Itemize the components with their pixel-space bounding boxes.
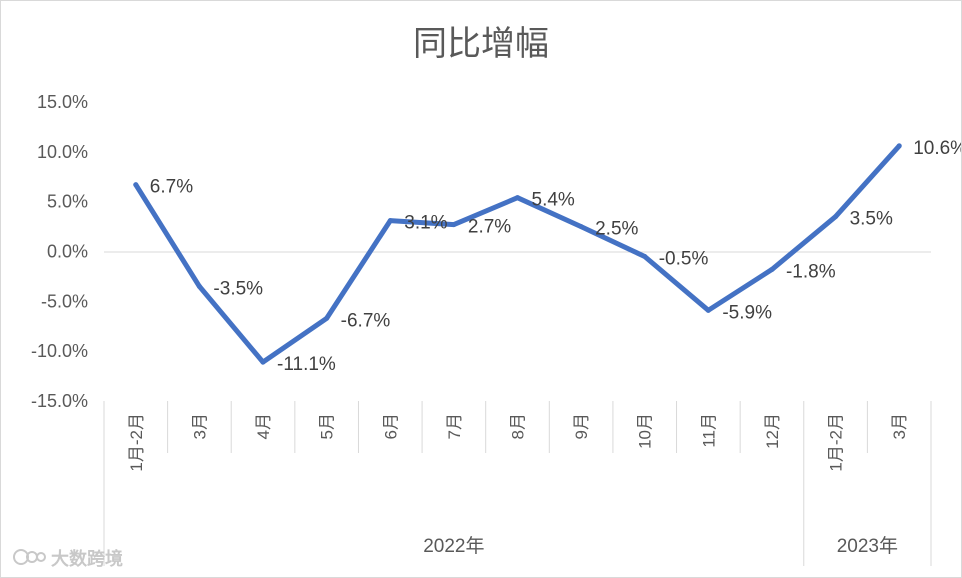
group-label: 2022年 (423, 535, 484, 557)
data-label: 2.7% (468, 217, 511, 238)
x-tick-label: 7月 (445, 413, 464, 439)
series-line (133, 143, 902, 365)
x-tick-label: 8月 (509, 413, 528, 439)
y-tick-label: -5.0% (41, 291, 88, 311)
y-tick-label: 0.0% (47, 242, 88, 262)
x-tick-label: 1月-2月 (127, 413, 146, 472)
data-point (578, 224, 584, 230)
data-point (769, 266, 775, 272)
data-label: -5.9% (722, 302, 772, 323)
data-label: 5.4% (532, 190, 575, 211)
data-point (387, 218, 393, 224)
data-label: -6.7% (341, 310, 391, 331)
y-tick-label: 15.0% (37, 92, 88, 112)
x-tick-label: 10月 (636, 413, 655, 449)
x-tick-label: 9月 (572, 413, 591, 439)
x-tick-label: 5月 (318, 413, 337, 439)
data-point (515, 195, 520, 201)
data-label: 3.1% (404, 213, 447, 234)
data-point (833, 214, 839, 220)
watermark: 大数跨境 (13, 548, 123, 569)
y-tick-label: -15.0% (31, 391, 88, 411)
x-tick-label: 12月 (763, 413, 782, 449)
data-point (324, 315, 330, 321)
series (133, 143, 902, 365)
data-point (196, 283, 202, 289)
data-label: 3.5% (850, 209, 893, 230)
y-tick-label: -10.0% (31, 341, 88, 361)
group-label: 2023年 (837, 535, 898, 557)
data-point (260, 359, 266, 365)
data-label: 10.6% (913, 138, 961, 159)
y-tick-label: 10.0% (37, 142, 88, 162)
weibo-icon (13, 549, 46, 565)
data-point (133, 182, 139, 188)
data-label: -0.5% (659, 248, 709, 269)
data-point (705, 307, 711, 313)
data-point (451, 222, 457, 228)
data-point (642, 253, 648, 259)
x-tick-label: 4月 (254, 413, 273, 439)
data-label: -3.5% (213, 278, 263, 299)
x-tick-label: 1月-2月 (827, 413, 846, 472)
watermark-text: 大数跨境 (51, 548, 123, 569)
axes: 15.0% 10.0% 5.0% 0.0% -5.0% -10.0% -15.0% 1月-2月… (31, 92, 932, 566)
data-labels: 6.7% -3.5% -11.1% -6.7% 3.1% 2.7% 5.4% 2.5% -0.5… (150, 138, 961, 375)
data-label: 6.7% (150, 177, 193, 198)
data-point (896, 143, 902, 149)
data-label: 2.5% (595, 219, 638, 240)
x-tick-label: 6月 (381, 413, 400, 439)
y-tick-label: 5.0% (47, 192, 88, 212)
chart-title: 同比增幅 (413, 25, 549, 63)
data-label: -1.8% (786, 261, 836, 282)
x-tick-label: 3月 (190, 413, 209, 439)
x-tick-label: 3月 (890, 413, 909, 439)
x-tick-label: 11月 (699, 413, 718, 448)
data-label: -11.1% (277, 354, 336, 375)
